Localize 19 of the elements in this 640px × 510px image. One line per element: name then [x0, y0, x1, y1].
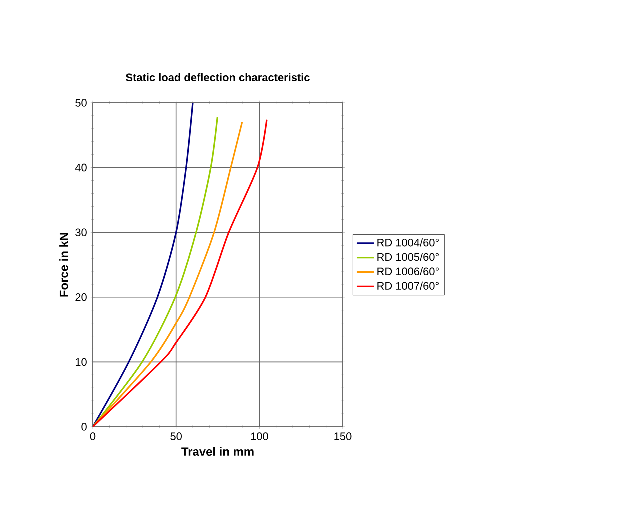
y-axis-title: Force in kN	[60, 233, 68, 297]
y-tick-label: 0	[82, 423, 87, 431]
x-tick-label: 0	[90, 432, 96, 440]
x-axis-title: Travel in mm	[182, 447, 254, 456]
y-tick-label: 40	[75, 164, 87, 172]
legend-label: RD 1007/60°	[378, 282, 439, 290]
line-series	[93, 103, 194, 427]
chart-title: Static load deflection characteristic	[126, 74, 310, 82]
x-tick-label: 100	[251, 432, 268, 440]
legend-label: RD 1004/60°	[378, 238, 439, 247]
legend-label: RD 1006/60°	[378, 267, 439, 276]
y-tick-label: 10	[76, 358, 87, 366]
x-tick-label: 50	[170, 432, 182, 440]
x-tick-label: 150	[334, 432, 352, 440]
y-tick-label: 50	[76, 99, 87, 107]
line-series	[93, 116, 218, 427]
legend-label: RD 1005/60°	[378, 253, 439, 262]
y-tick-label: 30	[76, 228, 87, 236]
y-tick-label: 20	[76, 294, 87, 302]
